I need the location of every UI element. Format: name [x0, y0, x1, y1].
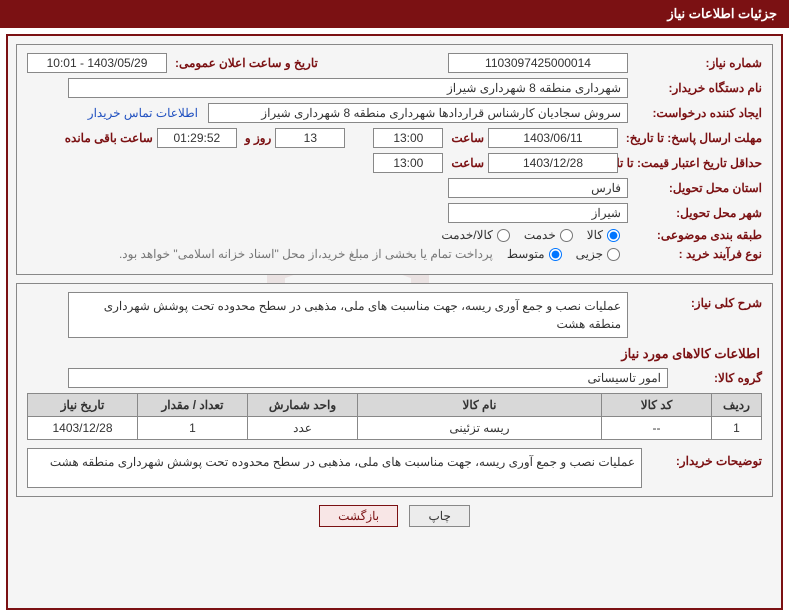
- page-title: جزئیات اطلاعات نیاز: [667, 6, 777, 21]
- process-label: نوع فرآیند خرید :: [632, 247, 762, 261]
- cell-qty: 1: [138, 417, 248, 440]
- process-radio-0[interactable]: [607, 248, 620, 261]
- process-option-0[interactable]: جزیی: [576, 247, 620, 261]
- th-name: نام کالا: [358, 394, 602, 417]
- city-label: شهر محل تحویل:: [632, 206, 762, 220]
- th-code: کد کالا: [602, 394, 712, 417]
- need-number-label: شماره نیاز:: [632, 56, 762, 70]
- details-panel: شماره نیاز: 1103097425000014 تاریخ و ساع…: [16, 44, 773, 275]
- cell-unit: عدد: [248, 417, 358, 440]
- validity-hour-label: ساعت: [447, 156, 484, 170]
- category-option-0[interactable]: کالا: [587, 228, 620, 242]
- buyer-value: شهرداری منطقه 8 شهرداری شیراز: [68, 78, 628, 98]
- goods-section-title: اطلاعات کالاهای مورد نیاز: [29, 346, 760, 362]
- deadline-days-label: روز و: [241, 131, 272, 145]
- announcement-value: 1403/05/29 - 10:01: [27, 53, 167, 73]
- summary-label: شرح کلی نیاز:: [632, 292, 762, 310]
- category-radio-0[interactable]: [607, 229, 620, 242]
- goods-group-value: امور تاسیساتی: [68, 368, 668, 388]
- buyer-notes-text: عملیات نصب و جمع آوری ریسه، جهت مناسبت ه…: [27, 448, 642, 488]
- contact-buyer-link[interactable]: اطلاعات تماس خریدار: [88, 106, 198, 120]
- buyer-label: نام دستگاه خریدار:: [632, 81, 762, 95]
- buyer-notes-label: توضیحات خریدار:: [642, 448, 762, 468]
- main-frame: AriaTender.net شماره نیاز: 1103097425000…: [6, 34, 783, 610]
- need-number-value: 1103097425000014: [448, 53, 628, 73]
- category-radio-group: کالا خدمت کالا/خدمت: [441, 228, 620, 242]
- deadline-hour: 13:00: [373, 128, 443, 148]
- back-button[interactable]: بازگشت: [319, 505, 398, 527]
- cell-row: 1: [712, 417, 762, 440]
- validity-hour: 13:00: [373, 153, 443, 173]
- page-header: جزئیات اطلاعات نیاز: [0, 0, 789, 28]
- goods-group-label: گروه کالا:: [672, 371, 762, 385]
- process-note: پرداخت تمام یا بخشی از مبلغ خرید،از محل …: [119, 247, 493, 261]
- deadline-remaining: 01:29:52: [157, 128, 237, 148]
- category-option-2[interactable]: کالا/خدمت: [441, 228, 509, 242]
- cell-code: --: [602, 417, 712, 440]
- summary-text: عملیات نصب و جمع آوری ریسه، جهت مناسبت ه…: [68, 292, 628, 338]
- process-radio-group: جزیی متوسط: [507, 247, 620, 261]
- cell-name: ریسه تزئینی: [358, 417, 602, 440]
- validity-date: 1403/12/28: [488, 153, 618, 173]
- button-row: چاپ بازگشت: [16, 505, 773, 527]
- validity-label: حداقل تاریخ اعتبار قیمت: تا تاریخ:: [622, 156, 762, 170]
- th-date: تاریخ نیاز: [28, 394, 138, 417]
- th-qty: تعداد / مقدار: [138, 394, 248, 417]
- table-row: 1 -- ریسه تزئینی عدد 1 1403/12/28: [28, 417, 762, 440]
- category-option-1[interactable]: خدمت: [524, 228, 573, 242]
- category-radio-2[interactable]: [497, 229, 510, 242]
- goods-table-header-row: ردیف کد کالا نام کالا واحد شمارش تعداد /…: [28, 394, 762, 417]
- city-value: شیراز: [448, 203, 628, 223]
- goods-table: ردیف کد کالا نام کالا واحد شمارش تعداد /…: [27, 393, 762, 440]
- th-unit: واحد شمارش: [248, 394, 358, 417]
- process-radio-1[interactable]: [549, 248, 562, 261]
- th-row: ردیف: [712, 394, 762, 417]
- summary-panel: شرح کلی نیاز: عملیات نصب و جمع آوری ریسه…: [16, 283, 773, 497]
- deadline-label: مهلت ارسال پاسخ: تا تاریخ:: [622, 131, 762, 145]
- deadline-hour-label: ساعت: [447, 131, 484, 145]
- deadline-date: 1403/06/11: [488, 128, 618, 148]
- print-button[interactable]: چاپ: [409, 505, 469, 527]
- category-label: طبقه بندی موضوعی:: [632, 228, 762, 242]
- category-radio-1[interactable]: [560, 229, 573, 242]
- process-option-1[interactable]: متوسط: [507, 247, 562, 261]
- announcement-label: تاریخ و ساعت اعلان عمومی:: [171, 56, 318, 70]
- deadline-remaining-label: ساعت باقی مانده: [61, 131, 153, 145]
- province-value: فارس: [448, 178, 628, 198]
- province-label: استان محل تحویل:: [632, 181, 762, 195]
- requester-label: ایجاد کننده درخواست:: [632, 106, 762, 120]
- cell-date: 1403/12/28: [28, 417, 138, 440]
- deadline-days: 13: [275, 128, 345, 148]
- requester-value: سروش سجادیان کارشناس قراردادها شهرداری م…: [208, 103, 628, 123]
